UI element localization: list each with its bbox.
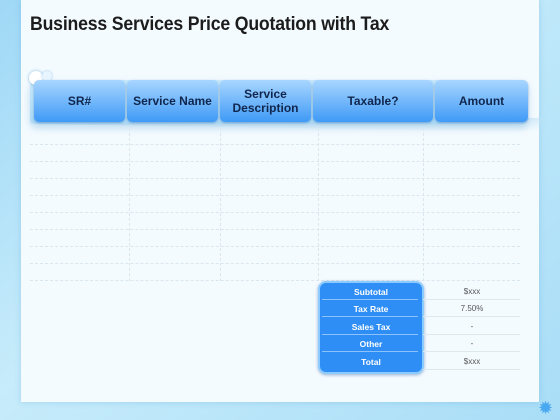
summary-value-tax-rate: 7.50% bbox=[460, 304, 484, 313]
summary-value-divider bbox=[423, 369, 520, 370]
column-header-amount: Amount bbox=[435, 80, 528, 122]
summary-label-total: Total bbox=[361, 357, 381, 367]
page-title: Business Services Price Quotation with T… bbox=[30, 14, 390, 35]
summary-value-divider bbox=[423, 316, 520, 317]
summary-divider bbox=[322, 351, 418, 352]
summary-divider bbox=[322, 299, 418, 300]
column-divider bbox=[129, 128, 130, 281]
summary-divider bbox=[322, 316, 418, 317]
table-row bbox=[30, 212, 520, 213]
table-row bbox=[30, 178, 520, 179]
slide-card bbox=[21, 0, 539, 402]
table-row bbox=[30, 246, 520, 247]
column-divider bbox=[318, 128, 319, 281]
summary-label-subtotal: Subtotal bbox=[354, 287, 388, 297]
summary-value-divider bbox=[423, 351, 520, 352]
summary-value-total: $xxx bbox=[463, 357, 481, 366]
gear-icon: ✹ bbox=[538, 398, 554, 418]
column-header-taxable: Taxable? bbox=[313, 80, 433, 122]
column-header-sr: SR# bbox=[34, 80, 125, 122]
column-divider bbox=[220, 128, 221, 281]
table-row bbox=[30, 263, 520, 264]
decorative-circle-small-icon bbox=[42, 71, 52, 81]
table-row bbox=[30, 229, 520, 230]
summary-label-box bbox=[318, 281, 424, 374]
summary-label-sales-tax: Sales Tax bbox=[351, 322, 391, 332]
summary-value-subtotal: $xxx bbox=[463, 287, 481, 296]
column-divider bbox=[423, 128, 424, 281]
summary-divider bbox=[322, 334, 418, 335]
table-row bbox=[30, 144, 520, 145]
summary-label-other: Other bbox=[359, 339, 383, 349]
table-row bbox=[30, 280, 520, 281]
column-header-service-name: Service Name bbox=[127, 80, 218, 122]
summary-label-tax-rate: Tax Rate bbox=[353, 304, 389, 314]
column-header-service-description: Service Description bbox=[220, 80, 311, 122]
summary-value-divider bbox=[423, 299, 520, 300]
summary-value-divider bbox=[423, 334, 520, 335]
table-row bbox=[30, 161, 520, 162]
summary-value-sales-tax: - bbox=[470, 322, 474, 331]
table-row bbox=[30, 195, 520, 196]
summary-value-other: - bbox=[470, 339, 474, 348]
